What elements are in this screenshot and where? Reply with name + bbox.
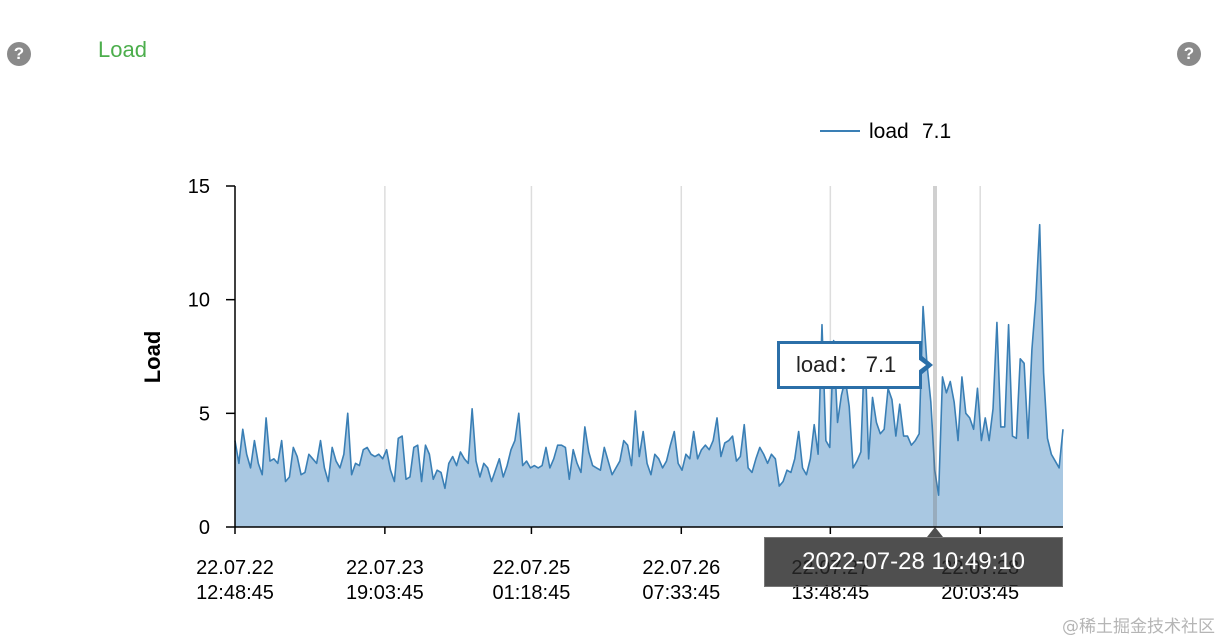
value-tooltip: load： 7.1: [777, 341, 922, 389]
x-tick-date-1: 22.07.23: [346, 557, 424, 579]
x-tick-time-0: 12:48:45: [196, 582, 274, 604]
legend-series-name: load: [869, 120, 909, 143]
time-tooltip: 2022-07-28 10:49:10: [764, 537, 1063, 587]
watermark: @稀土掘金技术社区: [1062, 617, 1215, 637]
y-tick-label-1: 5: [199, 403, 210, 425]
x-tick-date-2: 22.07.25: [492, 557, 570, 579]
y-axis-label: Load: [140, 331, 165, 384]
y-tick-label-3: 15: [188, 176, 210, 198]
x-tick-time-2: 01:18:45: [492, 582, 570, 604]
legend-series-value: 7.1: [922, 120, 951, 143]
x-tick-time-5: 20:03:45: [941, 582, 1019, 604]
help-icon-left[interactable]: ?: [7, 42, 31, 66]
x-tick-date-3: 22.07.26: [642, 557, 720, 579]
x-tick-time-3: 07:33:45: [642, 582, 720, 604]
y-tick-label-0: 0: [199, 517, 210, 539]
help-icon-right[interactable]: ?: [1177, 42, 1201, 66]
y-tick-label-2: 10: [188, 290, 210, 312]
load-line: [234, 223, 1064, 496]
x-tick-date-0: 22.07.22: [196, 557, 274, 579]
tooltip-pointer-inner: [918, 359, 926, 371]
panel-title: Load: [98, 37, 147, 62]
load-area: [235, 224, 1063, 527]
legend[interactable]: load 7.1: [820, 120, 951, 143]
time-tooltip-pointer: [927, 527, 943, 537]
x-tick-time-1: 19:03:45: [346, 582, 424, 604]
x-tick-time-4: 13:48:45: [791, 582, 869, 604]
